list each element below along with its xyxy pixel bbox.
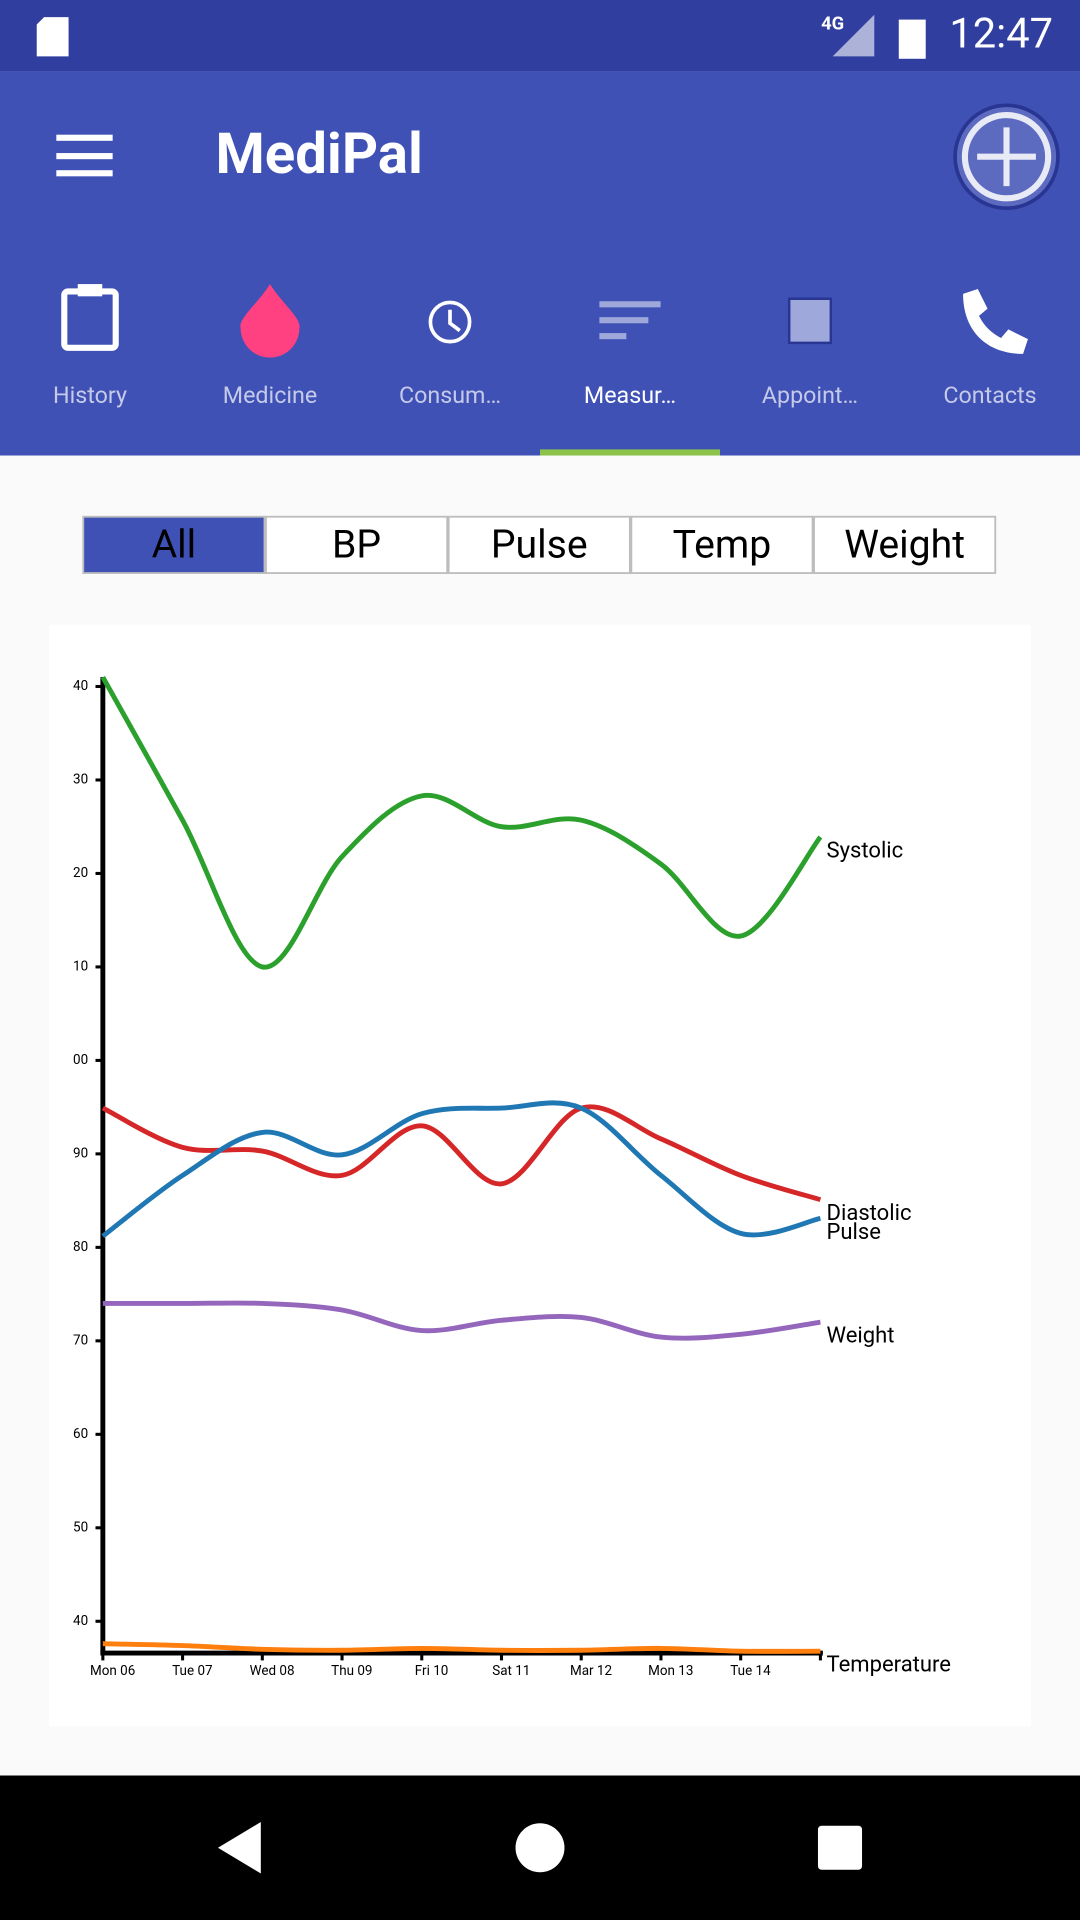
series-line: [102, 1300, 821, 1341]
y-tick-label: 00: [73, 1053, 88, 1068]
series-label: Systolic: [827, 839, 904, 864]
tab-indicator: [540, 449, 720, 456]
menu-bar: [56, 134, 113, 141]
x-tick-label: Tue 14: [730, 1664, 771, 1679]
x-tick-label: Fri 10: [415, 1664, 449, 1679]
alarm-icon: [428, 300, 472, 344]
y-tick-label: 90: [73, 1146, 88, 1161]
filter-button[interactable]: Pulse: [447, 515, 631, 574]
menu-bar: [56, 153, 113, 160]
series-line: [100, 675, 823, 970]
x-tick-label: Sat 11: [492, 1664, 530, 1679]
y-tick-label: 60: [73, 1427, 88, 1442]
x-tick-label: Tue 07: [172, 1664, 212, 1679]
filter-button[interactable]: Temp: [630, 515, 814, 574]
chart-card: [48, 624, 1032, 1727]
appointment-icon: [787, 297, 833, 345]
alarm-hands: [448, 309, 461, 333]
add-button[interactable]: [953, 103, 1060, 210]
filter-bar: All BP Pulse Temp Weight: [82, 515, 997, 574]
y-tick-label: 50: [73, 1520, 88, 1535]
filter-label: Pulse: [491, 522, 588, 568]
menu-bar: [56, 170, 113, 177]
series-line: [101, 1104, 822, 1203]
tab-bar: History Medicine Consum… Measur… Appoint… Con…: [53, 284, 1037, 409]
y-tick-label: 70: [73, 1333, 88, 1348]
filter-label: Weight: [844, 522, 965, 568]
series-label: Temperature: [827, 1653, 951, 1678]
chart: 40 50 60 70 80 90 00 10 20 30 40 Mon 06 Tue 07 Wed 08…: [73, 675, 951, 1679]
filter-button[interactable]: BP: [265, 515, 449, 574]
tab[interactable]: Contacts: [943, 288, 1037, 409]
sd-card-icon: [36, 17, 69, 57]
filter-box: [82, 515, 266, 574]
x-tick-label: Mar 12: [570, 1664, 613, 1679]
add-plus: [977, 127, 1036, 187]
filter-box: [265, 515, 449, 574]
tab-label: Measur…: [584, 381, 676, 409]
y-tick-label: 40: [73, 1614, 88, 1629]
tab[interactable]: History: [53, 284, 127, 409]
y-tick-label: 30: [73, 773, 88, 788]
measure-icon: [599, 317, 649, 324]
x-tick-label: Mon 13: [648, 1664, 693, 1679]
measure-icon: [599, 301, 661, 308]
y-tick-label: 40: [73, 679, 88, 694]
phone-icon: [963, 288, 1028, 354]
tab-label: Consum…: [399, 381, 501, 409]
tab[interactable]: Appoint…: [762, 297, 858, 409]
y-tick-label: 20: [73, 866, 88, 881]
filter-label: All: [152, 522, 197, 568]
series-label: Pulse: [827, 1220, 881, 1245]
tab[interactable]: Medicine: [223, 284, 317, 409]
app-bar: [0, 71, 1080, 456]
tab[interactable]: Consum…: [399, 300, 501, 409]
tab-label: Medicine: [223, 381, 317, 409]
back-button[interactable]: [217, 1822, 261, 1874]
network-label: 4G: [821, 13, 844, 34]
home-button[interactable]: [515, 1823, 565, 1873]
tab-label: History: [53, 381, 127, 409]
tab[interactable]: Measur…: [584, 301, 676, 409]
filter-button[interactable]: Weight: [813, 515, 997, 574]
series-line: [101, 1100, 821, 1239]
tab-label: Appoint…: [762, 381, 858, 409]
x-tick-label: Mon 06: [90, 1664, 135, 1679]
filter-box: [447, 515, 631, 574]
y-tick-label: 10: [73, 959, 88, 974]
filter-box: [813, 515, 997, 574]
medicine-icon: [240, 284, 300, 358]
filter-label: Temp: [673, 522, 772, 568]
measure-icon: [599, 333, 627, 340]
filter-button[interactable]: All: [82, 515, 266, 574]
clock: 12:47: [949, 10, 1053, 59]
series-label: Diastolic: [827, 1201, 912, 1226]
x-tick-label: Wed 08: [250, 1664, 295, 1679]
y-tick-label: 80: [73, 1240, 88, 1255]
add-ring: [961, 112, 1052, 202]
x-tick-label: Thu 09: [331, 1664, 372, 1679]
tab-label: Contacts: [943, 381, 1036, 409]
battery-icon: [898, 19, 926, 59]
filter-label: BP: [332, 522, 381, 568]
filter-box: [630, 515, 814, 574]
series-label: Weight: [827, 1324, 895, 1349]
menu-button[interactable]: [56, 134, 113, 177]
app-title: MediPal: [216, 121, 423, 187]
history-clip: [77, 284, 103, 297]
series-line: [102, 1641, 821, 1654]
recents-button[interactable]: [817, 1825, 863, 1870]
